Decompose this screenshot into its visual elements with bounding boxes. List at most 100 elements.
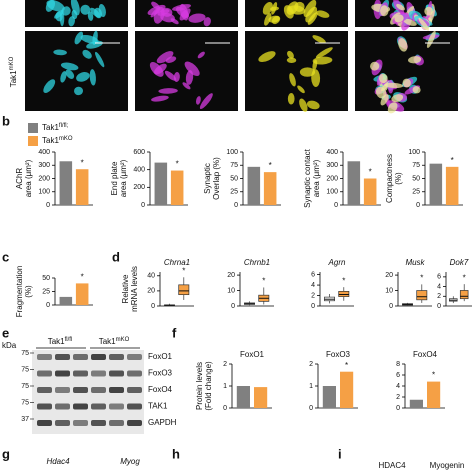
y-tick-label: 25: [230, 189, 238, 196]
y-axis-label: Protein levels: [195, 362, 204, 410]
micrograph-blob: [424, 6, 433, 16]
micrograph-blob: [76, 72, 90, 82]
bar: [170, 170, 184, 205]
y-axis-label: Fragmentation: [15, 266, 24, 318]
micrograph-blob: [387, 102, 398, 114]
y-tick-label: 40: [147, 273, 155, 280]
micrograph-blob: [70, 0, 80, 16]
y-tick-label: 25: [42, 288, 50, 295]
bar: [247, 166, 261, 205]
blot-row-label: FoxO4: [148, 385, 173, 394]
y-tick-label: 0: [437, 303, 441, 310]
micrograph-blob: [286, 57, 297, 63]
legend-swatch: [28, 123, 38, 133]
legend-label-sup: mKO: [59, 136, 73, 142]
blot-band: [73, 403, 88, 410]
micrograph-blob: [380, 5, 389, 17]
bar: [75, 283, 89, 305]
blot-band: [55, 420, 70, 426]
micrograph-blob: [54, 9, 64, 19]
micrograph-panel: [245, 31, 348, 111]
significance: *: [269, 161, 272, 170]
y-tick-label: 0: [223, 405, 227, 412]
micrograph-blob: [199, 93, 213, 110]
micrograph-blob: [370, 61, 380, 71]
blot-band: [91, 403, 106, 410]
blot-band: [127, 354, 142, 360]
bar: [263, 172, 277, 205]
legend-label-main: Tak1: [42, 136, 59, 145]
y-axis-label: Compactness: [385, 154, 394, 203]
chart-title: FoxO3: [326, 350, 351, 359]
y-axis-label: (%): [24, 285, 33, 298]
micrograph-blob: [418, 17, 430, 31]
micrograph-blob: [315, 47, 333, 59]
box: [459, 290, 469, 300]
y-tick-label: 300: [38, 162, 50, 169]
panel-label: c: [2, 249, 9, 264]
y-tick-label: 0: [231, 303, 235, 310]
box: [338, 291, 350, 297]
chart-title: Musk: [405, 258, 425, 267]
blot-band: [37, 370, 52, 377]
y-axis-label: Synaptic contact: [303, 148, 312, 207]
blot-band: [127, 387, 142, 393]
y-tick-label: 75: [230, 162, 238, 169]
blot-row-label: TAK1: [148, 402, 168, 411]
significance: *: [451, 156, 454, 165]
y-tick-label: 10: [227, 287, 235, 294]
y-tick-label: 0: [46, 202, 50, 209]
blot-band: [127, 420, 142, 426]
chart-title: Dok7: [450, 258, 469, 267]
blot-marker: 75: [21, 399, 29, 406]
y-tick-label: 0: [234, 202, 238, 209]
bar: [409, 399, 423, 408]
blot-band: [109, 354, 124, 360]
legend-label-main: Tak1: [42, 123, 59, 132]
blot-marker: 75: [21, 366, 29, 373]
micrograph-blob: [153, 6, 165, 24]
y-tick-label: 400: [38, 149, 50, 156]
box: [178, 284, 190, 296]
significance: *: [463, 273, 466, 282]
blot-band: [109, 370, 124, 377]
y-tick-label: 0: [389, 303, 393, 310]
micrograph-blob: [305, 6, 318, 23]
blot-group-label: Tak1fl/fl: [48, 337, 73, 347]
y-axis-label: Relative: [121, 274, 130, 303]
bar: [347, 161, 361, 205]
y-tick-label: 1: [223, 383, 227, 390]
blot-group-label-sup: fl/fl: [65, 337, 73, 343]
micrograph-blob: [61, 6, 71, 16]
significance: *: [176, 160, 179, 169]
micrograph-blob: [156, 51, 174, 64]
panel-label: d: [112, 249, 120, 264]
blot-band: [127, 370, 142, 377]
micrograph-blob: [426, 30, 436, 48]
y-axis-label: Synaptic: [203, 163, 212, 194]
micrograph-blob: [402, 78, 411, 88]
blot-band: [55, 370, 70, 377]
micrograph-blob: [92, 30, 98, 45]
micrograph-blob: [188, 13, 206, 23]
blot-band: [91, 370, 106, 377]
box: [416, 290, 428, 301]
bar: [427, 381, 441, 408]
blot-band: [109, 403, 124, 410]
blot-group-label-main: Tak1: [99, 337, 116, 346]
bar: [340, 371, 354, 408]
blot-group-label-main: Tak1: [48, 337, 65, 346]
blot-marker: 75: [21, 350, 29, 357]
micrograph-blob: [90, 7, 101, 18]
micrograph-blob: [306, 100, 320, 110]
y-axis-label: mRNA levels: [130, 266, 139, 312]
y-tick-label: 100: [226, 149, 238, 156]
micrograph-blob: [53, 49, 67, 56]
y-tick-label: 2: [223, 361, 227, 368]
significance: *: [81, 273, 84, 282]
bar: [59, 161, 73, 205]
micrograph-blob: [68, 16, 75, 27]
y-tick-label: 10: [385, 287, 393, 294]
significance: *: [420, 273, 423, 282]
blot-band: [55, 387, 70, 393]
